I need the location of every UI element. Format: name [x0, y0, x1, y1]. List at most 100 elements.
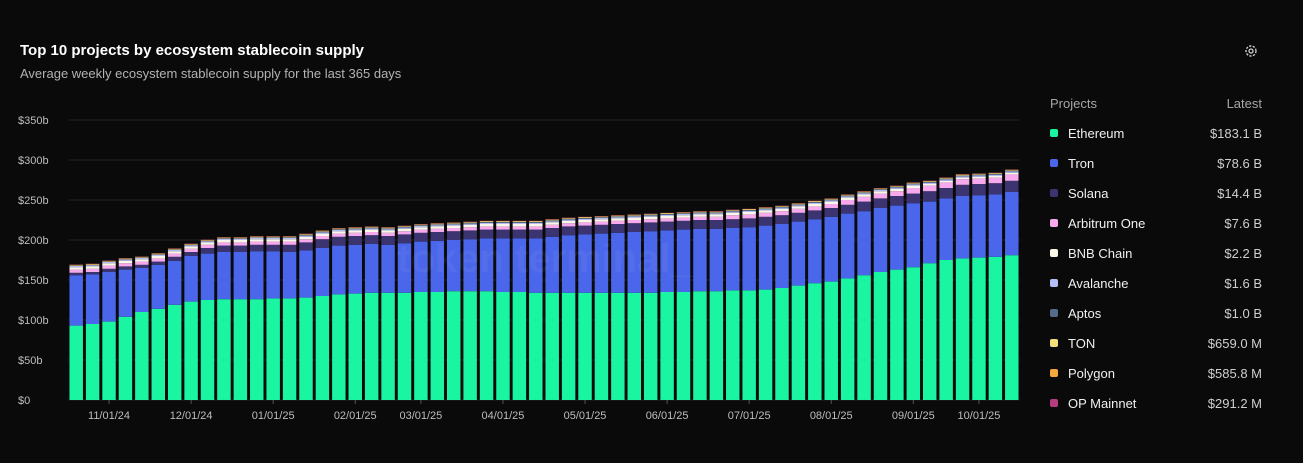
bar-segment: [791, 221, 806, 286]
legend-item[interactable]: Avalanche $1.6 B: [1050, 268, 1262, 298]
bar-segment: [315, 232, 330, 234]
bar-segment: [282, 237, 297, 238]
bar-segment: [315, 296, 330, 400]
y-tick-label: $350b: [18, 115, 49, 127]
bar-segment: [479, 224, 494, 227]
bar-segment: [529, 224, 543, 227]
legend-item[interactable]: Ethereum $183.1 B: [1050, 118, 1262, 148]
bar-segment: [611, 218, 625, 221]
legend-item[interactable]: TON $659.0 M: [1050, 328, 1262, 358]
chart-subtitle: Average weekly ecosystem stablecoin supp…: [20, 66, 402, 81]
bar-segment: [332, 231, 346, 234]
legend-item-name: Polygon: [1068, 365, 1115, 381]
legend-item[interactable]: Arbitrum One $7.6 B: [1050, 208, 1262, 238]
x-tick-label: 02/01/25: [334, 410, 377, 422]
bar-segment: [529, 229, 543, 239]
bar-segment: [266, 239, 280, 242]
bar-segment: [873, 272, 888, 400]
bar-segment: [890, 205, 904, 270]
bar-segment: [414, 232, 428, 242]
bar-segment: [102, 272, 116, 322]
bar-segment: [693, 213, 707, 215]
bar-segment: [167, 304, 182, 400]
legend-projects-header: Projects: [1050, 96, 1097, 111]
x-tick-label: 04/01/25: [482, 410, 525, 422]
bar-segment: [397, 292, 412, 400]
y-tick-label: $150b: [18, 275, 49, 287]
legend-item[interactable]: Solana $14.4 B: [1050, 178, 1262, 208]
bar-segment: [381, 228, 395, 230]
bar-segment: [397, 231, 412, 235]
bar-segment: [151, 254, 166, 256]
bar-segment: [430, 226, 445, 229]
bar-segment: [627, 232, 642, 293]
bar-segment: [250, 239, 264, 242]
bar-segment: [512, 222, 527, 223]
watermark-text: token terminal_: [397, 237, 693, 281]
y-tick-label: $300b: [18, 155, 49, 167]
bar-segment: [102, 268, 116, 272]
bar-segment: [364, 227, 379, 229]
bar-segment: [332, 229, 346, 230]
bar-segment: [463, 239, 477, 292]
legend-item[interactable]: OP Mainnet $291.2 M: [1050, 388, 1262, 418]
bar-segment: [857, 275, 871, 400]
bar-segment: [512, 292, 527, 400]
legend-item[interactable]: BNB Chain $2.2 B: [1050, 238, 1262, 268]
bar-segment: [808, 202, 822, 204]
bar-segment: [135, 268, 149, 312]
bar-segment: [266, 237, 280, 238]
bar-segment: [824, 204, 838, 208]
bar-segment: [167, 253, 182, 257]
bar-segment: [1005, 172, 1019, 175]
legend-swatch: [1050, 249, 1058, 257]
legend-swatch: [1050, 279, 1058, 287]
bar-segment: [250, 238, 264, 240]
bar-segment: [808, 210, 822, 220]
bar-segment: [118, 259, 133, 261]
bar-segment: [726, 290, 740, 400]
bar-segment: [282, 298, 297, 400]
bar-segment: [184, 245, 198, 247]
bar-segment: [282, 238, 297, 240]
bar-segment: [988, 256, 1003, 400]
bar-segment: [69, 267, 83, 270]
bar-segment: [233, 252, 248, 300]
legend-item[interactable]: Polygon $585.8 M: [1050, 358, 1262, 388]
bar-segment: [85, 268, 100, 272]
bar-segment: [840, 278, 855, 400]
bar-segment: [545, 292, 559, 400]
bar-segment: [840, 200, 855, 205]
legend-item[interactable]: Tron $78.6 B: [1050, 148, 1262, 178]
bar-segment: [446, 291, 461, 400]
bar-segment: [906, 184, 921, 186]
x-tick-label: 10/01/25: [958, 410, 1001, 422]
bar-segment: [824, 200, 838, 202]
bar-segment: [643, 214, 658, 216]
legend-item-name: Ethereum: [1068, 125, 1125, 141]
bar-segment: [955, 184, 970, 196]
bar-segment: [250, 241, 264, 245]
bar-segment: [266, 251, 280, 299]
bar-segment: [840, 213, 855, 279]
legend-item[interactable]: Aptos $1.0 B: [1050, 298, 1262, 328]
bar-segment: [578, 220, 592, 223]
bar-segment: [791, 212, 806, 222]
bar-segment: [857, 194, 871, 197]
bar-segment: [102, 263, 116, 266]
bar-segment: [348, 232, 362, 236]
bar-segment: [348, 228, 362, 230]
gear-icon[interactable]: [1243, 43, 1259, 59]
bar-segment: [315, 236, 330, 240]
x-tick-label: 08/01/25: [810, 410, 853, 422]
bar-segment: [890, 196, 904, 206]
bar-segment: [561, 226, 576, 236]
legend-swatch: [1050, 339, 1058, 347]
bar-segment: [69, 272, 83, 276]
bar-segment: [561, 223, 576, 227]
bar-segment: [840, 204, 855, 214]
bar-segment: [85, 274, 100, 324]
bar-segment: [726, 212, 740, 216]
bar-segment: [890, 191, 904, 196]
bar-segment: [167, 260, 182, 305]
